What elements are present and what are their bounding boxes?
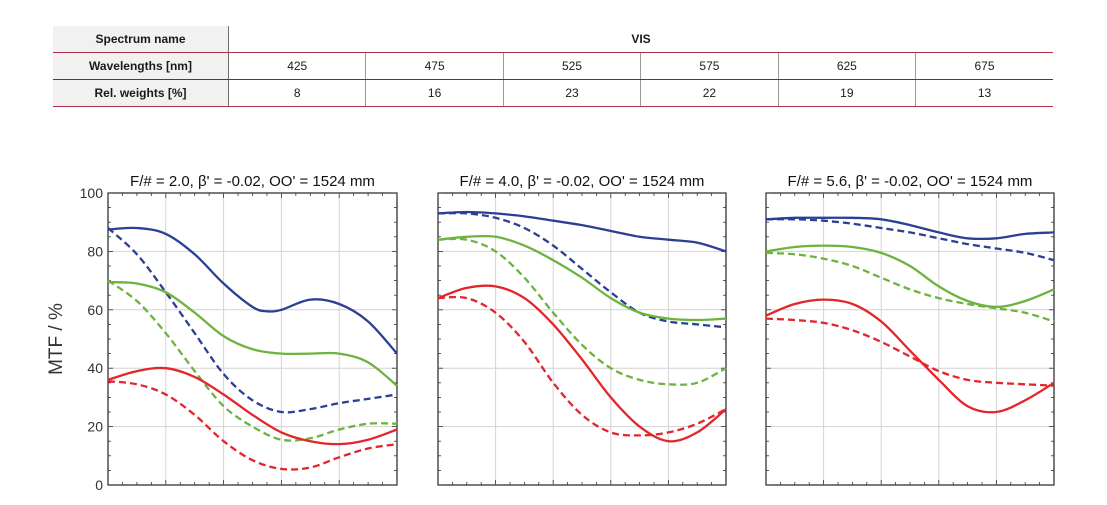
mtf-charts: 0 20 40 60 80 100 F/# = 2.0, β' = -0.02, OO' =…	[46, 173, 1055, 493]
series-line-green-solid	[107, 280, 398, 387]
y-tick-label: 100	[80, 185, 104, 201]
series-line-blue-solid	[765, 216, 1055, 241]
y-tick-label: 20	[87, 419, 103, 435]
plot-frame	[107, 192, 398, 486]
y-tick-label: 0	[95, 477, 103, 493]
weight-cell: 16	[365, 79, 504, 107]
y-axis-title: MTF / %	[46, 303, 67, 375]
series-line-green-dashed	[437, 237, 727, 386]
weight-cell: 23	[503, 79, 642, 107]
wavelengths-header: Wavelengths [nm]	[53, 52, 229, 80]
weight-cell: 8	[228, 79, 367, 107]
series-line-red-solid	[107, 366, 398, 446]
weights-row: Rel. weights [%] 8 16 23 22 19 13	[53, 79, 1053, 107]
wavelength-cell: 675	[915, 52, 1053, 80]
y-tick-label: 80	[87, 243, 103, 259]
chart-title: F/# = 4.0, β' = -0.02, OO' = 1524 mm	[460, 173, 705, 190]
chart-title: F/# = 5.6, β' = -0.02, OO' = 1524 mm	[788, 173, 1033, 190]
plot-frame	[765, 192, 1055, 486]
y-tick-label: 60	[87, 302, 103, 318]
spectrum-table: Spectrum name VIS Wavelengths [nm] 425 4…	[53, 26, 1053, 107]
wavelength-cell: 625	[778, 52, 917, 80]
plot-frame	[437, 192, 727, 486]
series-line-red-solid	[437, 284, 727, 443]
wavelengths-row: Wavelengths [nm] 425 475 525 575 625 675	[53, 52, 1053, 80]
series-line-green-solid	[765, 244, 1055, 309]
wavelength-cell: 575	[640, 52, 779, 80]
series-line-blue-solid	[437, 210, 727, 253]
series-line-red-solid	[765, 298, 1055, 414]
weight-cell: 19	[778, 79, 917, 107]
chart-title: F/# = 2.0, β' = -0.02, OO' = 1524 mm	[130, 173, 375, 190]
series-line-blue-dashed	[107, 227, 398, 414]
series-line-red-dashed	[765, 317, 1055, 387]
series-line-blue-dashed	[765, 218, 1055, 262]
wavelength-cell: 525	[503, 52, 642, 80]
spectrum-name-header: Spectrum name	[53, 26, 229, 53]
series-line-blue-solid	[107, 226, 398, 355]
wavelength-cell: 475	[365, 52, 504, 80]
spectrum-name-row: Spectrum name VIS	[53, 26, 1053, 53]
spectrum-name-value: VIS	[228, 26, 1053, 53]
weights-header: Rel. weights [%]	[53, 79, 229, 107]
series-line-red-dashed	[107, 380, 398, 471]
weight-cell: 22	[640, 79, 779, 107]
y-tick-label: 40	[87, 360, 103, 376]
series-line-green-dashed	[765, 251, 1055, 323]
series-line-green-solid	[437, 234, 727, 322]
series-line-blue-dashed	[437, 211, 727, 329]
weight-cell: 13	[915, 79, 1053, 107]
wavelength-cell: 425	[228, 52, 367, 80]
